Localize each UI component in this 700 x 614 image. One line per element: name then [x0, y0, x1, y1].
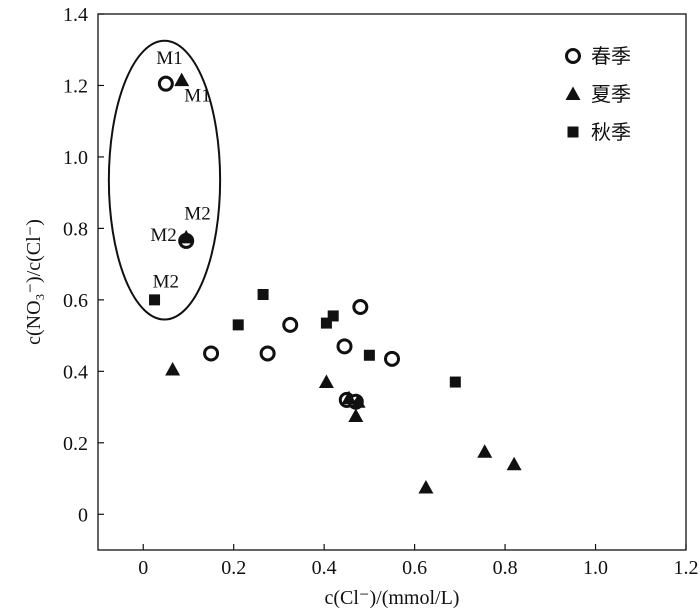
data-point: [341, 390, 357, 405]
x-axis-title: c(Cl⁻)/(mmol/L): [325, 587, 460, 609]
data-point: [232, 319, 244, 331]
legend-marker: [565, 48, 581, 64]
y-tick-label: 0: [78, 504, 88, 526]
y-tick-label: 1.2: [63, 75, 88, 97]
point-annotation: M1: [156, 48, 182, 69]
point-annotation: M2: [184, 203, 210, 224]
plot-area: [97, 13, 687, 551]
x-tick-label: 0.6: [402, 557, 427, 579]
data-point: [149, 294, 161, 306]
data-point: [157, 75, 174, 92]
data-point: [418, 479, 434, 494]
series-2: [165, 72, 522, 494]
cluster-ellipse: [107, 39, 222, 321]
x-tick-label: 1.2: [674, 557, 699, 579]
data-points: [149, 72, 522, 494]
highlight-ellipse: [107, 39, 222, 321]
data-point: [449, 376, 461, 388]
data-point: [203, 345, 220, 362]
data-point: [165, 362, 181, 376]
data-point: [363, 349, 375, 361]
y-tick-label: 0.4: [63, 361, 88, 383]
point-annotation: M1: [184, 86, 210, 107]
data-point: [178, 229, 194, 244]
series-1: [157, 75, 400, 410]
data-point: [327, 310, 339, 322]
data-point: [384, 350, 400, 367]
data-point: [282, 316, 299, 333]
data-point: [259, 345, 276, 362]
x-tick-label: 0.8: [493, 557, 518, 579]
x-tick-label: 0: [138, 557, 148, 579]
y-axis-title: c(NO₃⁻)/c(Cl⁻): [23, 219, 45, 345]
legend-item: 春季: [565, 44, 631, 68]
data-point: [257, 289, 269, 301]
y-tick-label: 0.8: [63, 218, 88, 240]
y-tick-label: 0.2: [63, 433, 88, 455]
legend-item: 夏季: [565, 82, 631, 106]
data-point: [506, 456, 522, 471]
data-point: [174, 72, 190, 87]
data-point: [320, 317, 332, 329]
point-annotation: M2: [150, 225, 176, 246]
point-annotation: M2: [153, 271, 179, 292]
data-point: [348, 408, 364, 422]
series-3: [149, 289, 461, 388]
x-tick-label: 1.0: [583, 557, 608, 579]
data-point: [350, 394, 366, 408]
data-point: [336, 338, 353, 355]
data-point: [477, 444, 493, 458]
y-tick-label: 1.0: [63, 147, 88, 169]
legend-marker: [567, 126, 579, 138]
legend-marker: [565, 86, 581, 100]
legend-label: 春季: [591, 44, 631, 68]
plot-frame: [97, 13, 687, 551]
y-tick-label: 0.6: [63, 290, 88, 312]
legend-item: 秋季: [567, 120, 631, 144]
x-tick-label: 0.2: [221, 557, 246, 579]
legend-label: 夏季: [591, 82, 631, 106]
axis-ticks: 0 0.2 0.4 0.6 0.8 1.0 1.2 0 0.2 0.4 0.6 0.8 1.0 1.2 1.…: [63, 4, 699, 579]
legend-label: 秋季: [591, 120, 631, 144]
data-point: [352, 299, 369, 316]
y-tick-label: 1.4: [63, 4, 88, 26]
data-point: [318, 374, 334, 389]
x-tick-label: 0.4: [312, 557, 337, 579]
